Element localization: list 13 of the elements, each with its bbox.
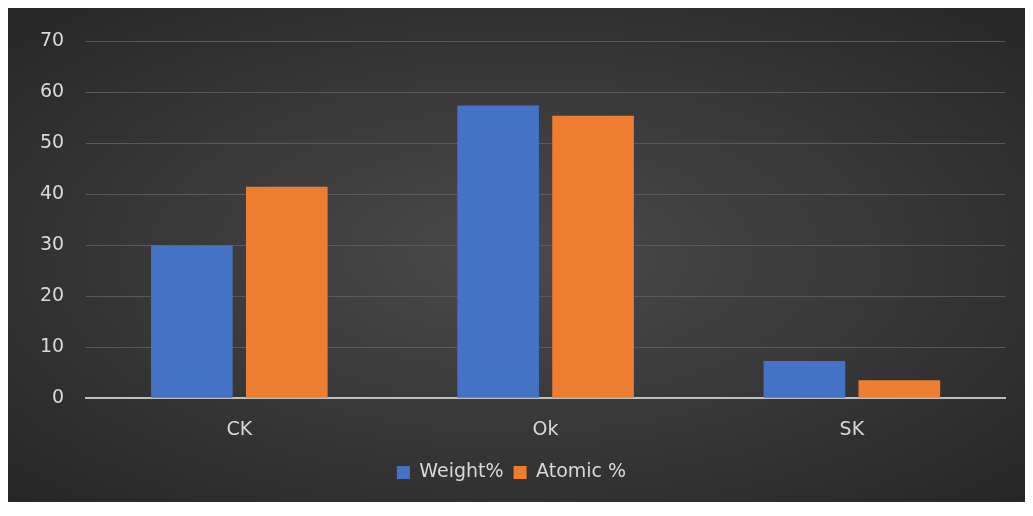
x-tick-label: Ok [532,416,559,439]
legend-label: Weight% [419,459,504,482]
y-tick-label: 0 [52,385,65,408]
y-tick-label: 40 [39,181,65,204]
y-tick-label: 10 [39,334,65,357]
y-tick-label: 50 [39,130,65,153]
x-tick-label: CK [226,416,253,439]
legend-label: Atomic % [536,459,627,482]
y-tick-label: 30 [39,232,65,255]
y-tick-label: 20 [39,283,65,306]
y-tick-label: 70 [39,28,65,51]
y-tick-label: 60 [39,79,65,102]
x-tick-label: SK [839,416,865,439]
